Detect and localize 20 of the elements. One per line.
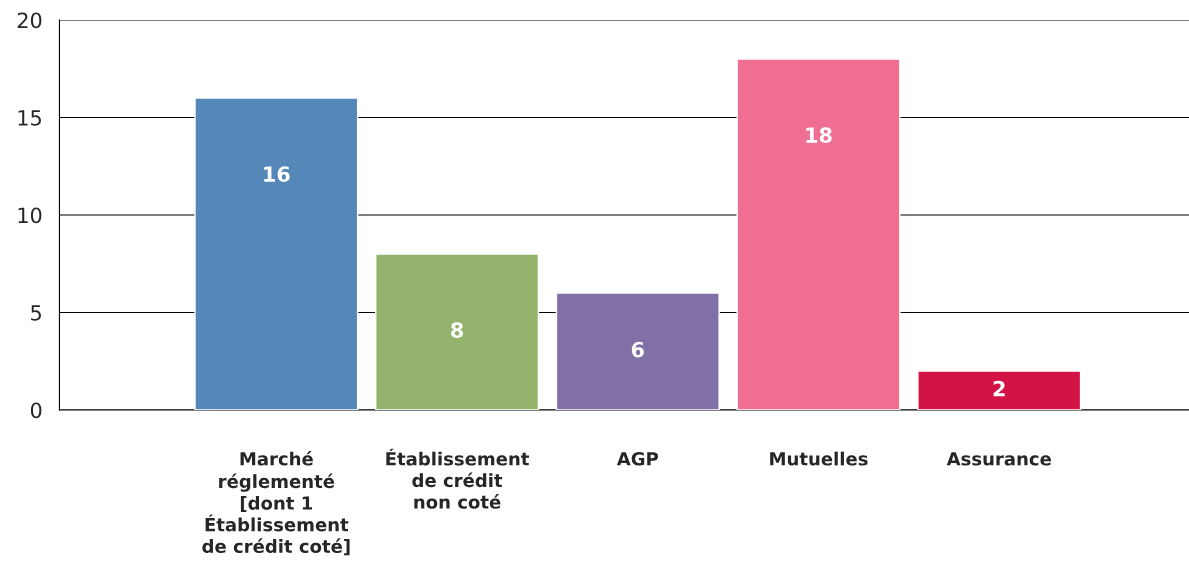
bar bbox=[555, 292, 720, 410]
bar bbox=[194, 97, 359, 410]
x-tick-label: Marché réglementé [dont 1 Établissement de crédit coté] bbox=[202, 450, 350, 556]
x-tick-label: Mutuelles bbox=[770, 451, 868, 466]
x-tick-label: Assurance bbox=[946, 452, 1051, 466]
y-tick-label: 20 bbox=[17, 12, 42, 29]
y-tick-label: 0 bbox=[30, 402, 42, 419]
bar bbox=[736, 58, 901, 410]
x-tick-label: AGP bbox=[616, 451, 659, 466]
data-label: 18 bbox=[806, 127, 832, 144]
data-label: 8 bbox=[451, 322, 464, 339]
data-label: 16 bbox=[264, 166, 290, 183]
y-tick-label: 10 bbox=[18, 207, 42, 224]
bar bbox=[917, 370, 1082, 410]
data-label: 6 bbox=[631, 341, 644, 358]
data-label: 2 bbox=[993, 380, 1005, 397]
y-tick-label: 5 bbox=[31, 305, 41, 321]
y-tick-label: 15 bbox=[18, 110, 41, 126]
bar bbox=[375, 253, 540, 410]
x-tick-label: Établissement de crédit non coté bbox=[386, 448, 530, 509]
